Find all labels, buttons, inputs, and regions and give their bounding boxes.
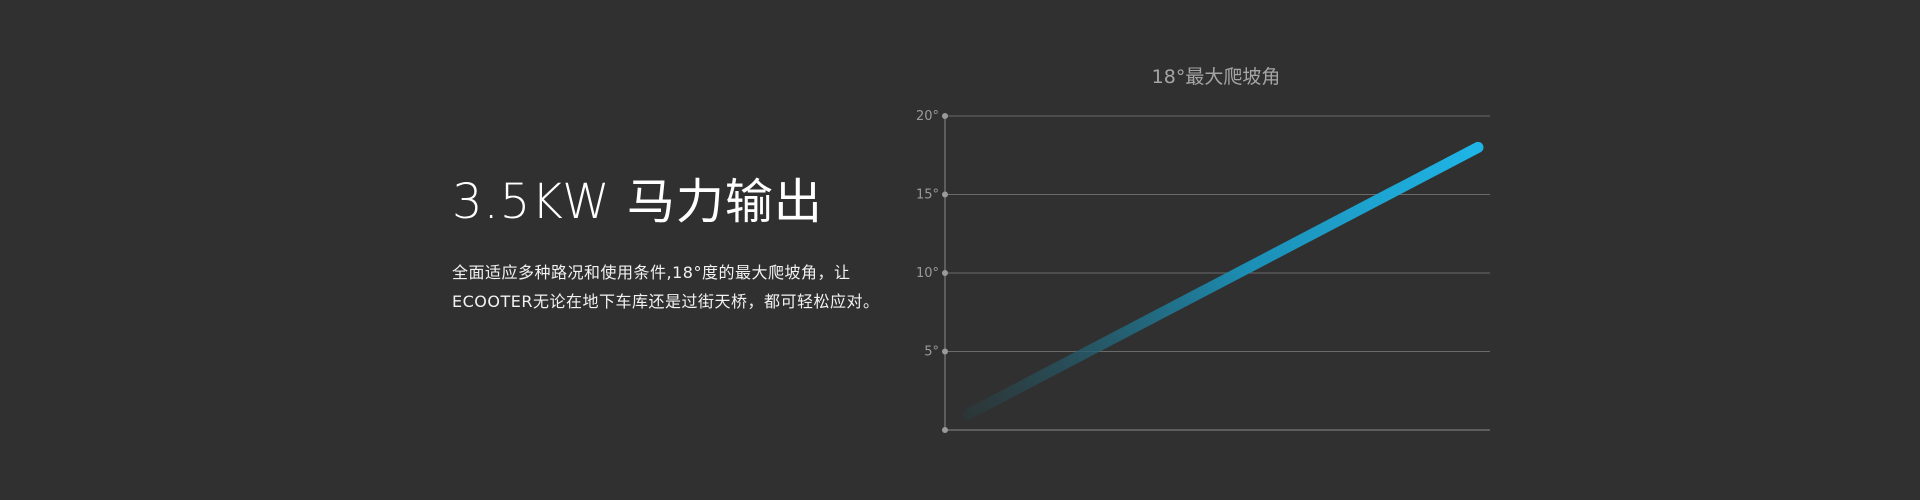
y-tick-dot-15 <box>942 191 948 198</box>
chart-grid <box>945 115 1490 352</box>
y-tick-dot-20 <box>942 113 948 119</box>
chart-title: 18°最大爬坡角 <box>1152 66 1281 88</box>
y-tick-label-20: 20° <box>916 109 939 124</box>
series-line-0 <box>962 141 1484 420</box>
y-tick-dot-10 <box>942 270 948 276</box>
y-tick-dot-5 <box>942 348 948 355</box>
y-tick-label-10: 10° <box>916 266 939 281</box>
feature-description: 全面适应多种路况和使用条件,18°度的最大爬坡角，让ECOOTER无论在地下车库… <box>452 263 880 311</box>
chart-series <box>962 141 1484 420</box>
feature-headline: 3.5KW 马力输出 <box>452 174 823 230</box>
chart-ticks: 5° 10° 15° 20° <box>916 109 948 433</box>
y-tick-label-15: 15° <box>916 188 939 203</box>
axis-origin-dot <box>942 427 948 433</box>
feature-text-block: 3.5KW 马力输出 全面适应多种路况和使用条件,18°度的最大爬坡角，让ECO… <box>452 172 882 316</box>
y-tick-label-5: 5° <box>924 345 939 360</box>
